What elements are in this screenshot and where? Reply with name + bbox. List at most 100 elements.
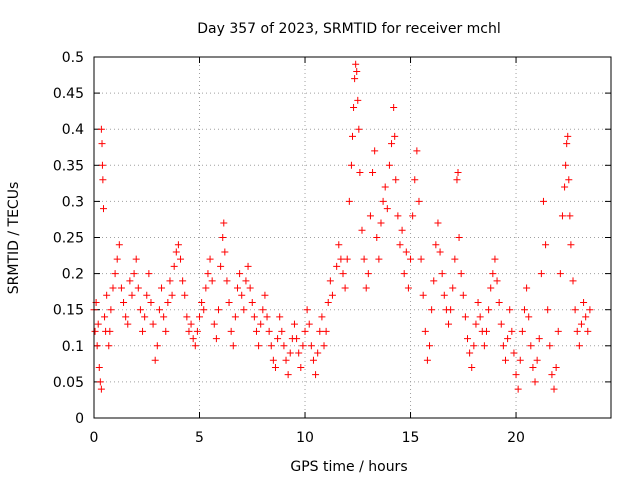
- data-point: [316, 327, 324, 335]
- data-point: [455, 234, 463, 241]
- data-point: [282, 356, 290, 364]
- data-point: [567, 241, 575, 249]
- data-point: [347, 161, 355, 169]
- y-tick-label: 0.1: [62, 339, 84, 355]
- data-point: [101, 313, 109, 321]
- x-tick-label: 20: [507, 430, 525, 446]
- plot-frame: [93, 56, 612, 419]
- data-point: [259, 306, 267, 314]
- data-point: [278, 327, 286, 335]
- data-point: [168, 291, 176, 299]
- data-point: [413, 147, 421, 155]
- data-point: [255, 342, 263, 350]
- x-tick-label: 5: [195, 430, 204, 446]
- data-point: [274, 335, 282, 343]
- y-tick-label: 0.05: [53, 375, 84, 391]
- data-point: [93, 342, 101, 350]
- data-point: [377, 219, 385, 227]
- data-point: [314, 349, 322, 357]
- data-point: [394, 212, 402, 220]
- data-point: [523, 284, 531, 292]
- data-point: [225, 298, 233, 306]
- data-point: [379, 197, 387, 205]
- data-point: [265, 327, 273, 335]
- data-point: [358, 226, 366, 234]
- data-point: [369, 169, 377, 177]
- data-point: [436, 248, 444, 256]
- data-point: [339, 270, 347, 278]
- data-point: [91, 327, 99, 335]
- data-point: [238, 291, 246, 299]
- data-point: [290, 320, 298, 328]
- data-point: [392, 176, 400, 184]
- data-point: [301, 327, 309, 335]
- data-point: [326, 277, 334, 285]
- data-point: [227, 327, 235, 335]
- data-point: [495, 298, 503, 306]
- data-point: [552, 363, 560, 371]
- data-point: [322, 327, 330, 335]
- data-point: [122, 313, 130, 321]
- y-tick-label: 0.25: [53, 231, 84, 247]
- data-point: [196, 313, 204, 321]
- data-point: [411, 176, 419, 184]
- data-point: [485, 306, 493, 314]
- data-point: [535, 335, 543, 343]
- data-point: [151, 356, 159, 364]
- data-point: [320, 342, 328, 350]
- y-tick-label: 0: [75, 411, 84, 427]
- data-point: [198, 298, 206, 306]
- data-point: [390, 104, 398, 112]
- data-point: [185, 327, 193, 335]
- data-point: [573, 327, 581, 335]
- data-point: [520, 306, 528, 314]
- data-point: [577, 320, 585, 328]
- data-point: [356, 169, 364, 177]
- data-point: [126, 277, 134, 285]
- data-point: [512, 371, 520, 379]
- data-point: [349, 132, 356, 140]
- x-tick-label: 15: [402, 430, 420, 446]
- data-point: [464, 335, 472, 343]
- data-point: [421, 327, 429, 335]
- data-point: [97, 385, 105, 393]
- data-point: [297, 363, 305, 371]
- data-point: [113, 255, 121, 263]
- data-point: [147, 298, 155, 306]
- data-point: [497, 320, 505, 328]
- data-point: [385, 161, 393, 169]
- data-point: [533, 356, 541, 364]
- data-point: [343, 255, 351, 263]
- data-point: [271, 363, 279, 371]
- data-point: [565, 176, 573, 184]
- data-point: [454, 169, 462, 177]
- data-point: [261, 291, 269, 299]
- data-point: [476, 313, 484, 321]
- data-point: [305, 320, 313, 328]
- x-tick-label: 10: [296, 430, 314, 446]
- data-point: [220, 219, 228, 227]
- data-point: [457, 270, 465, 278]
- y-axis-label: SRMTID / TECUs: [6, 182, 22, 295]
- data-point: [124, 320, 132, 328]
- data-point: [487, 284, 495, 292]
- data-point: [449, 284, 457, 292]
- data-point: [257, 320, 265, 328]
- data-point: [381, 183, 389, 191]
- data-point: [580, 298, 588, 306]
- data-point: [539, 197, 547, 205]
- data-point: [162, 327, 170, 335]
- data-point: [309, 356, 317, 364]
- data-point: [354, 96, 362, 104]
- data-point: [307, 342, 315, 350]
- data-point: [566, 212, 574, 220]
- data-point: [351, 75, 359, 83]
- data-point: [352, 60, 360, 68]
- y-tick-label: 0.35: [53, 158, 84, 174]
- data-point: [215, 306, 223, 314]
- data-point: [183, 313, 191, 321]
- data-point: [128, 291, 136, 299]
- data-point: [554, 327, 562, 335]
- data-point: [109, 284, 117, 292]
